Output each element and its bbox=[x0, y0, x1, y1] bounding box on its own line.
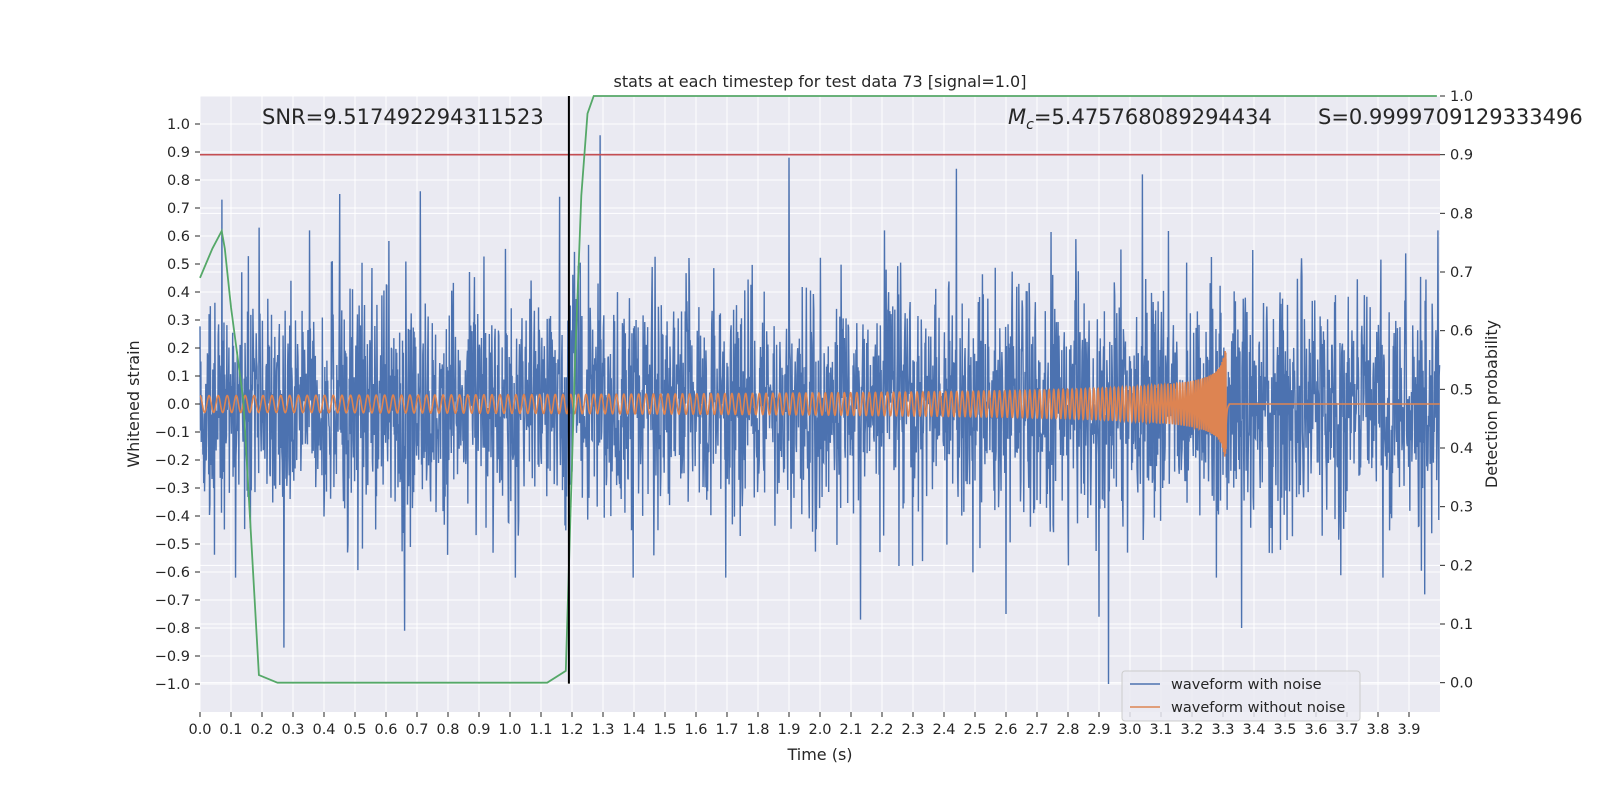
x-tick-label: 3.1 bbox=[1149, 722, 1172, 738]
x-tick-label: 2.4 bbox=[932, 722, 955, 738]
y-tick-label-left: 0.8 bbox=[167, 173, 190, 189]
y-tick-label-right: 0.3 bbox=[1450, 500, 1473, 516]
y-axis-label-right: Detection probability bbox=[1482, 320, 1501, 488]
x-tick-label: 2.3 bbox=[901, 722, 924, 738]
y-tick-label-left: −0.8 bbox=[155, 621, 190, 637]
x-tick-label: 2.1 bbox=[839, 722, 862, 738]
x-tick-label: 3.2 bbox=[1180, 722, 1203, 738]
chirp-mass-annotation: Mc=5.475768089294434 bbox=[1008, 105, 1272, 133]
y-tick-label-left: −0.4 bbox=[155, 509, 190, 525]
y-tick-label-left: 0.9 bbox=[167, 145, 190, 161]
snr-annotation: SNR=9.517492294311523 bbox=[262, 105, 544, 129]
chirp-mass-subscript: c bbox=[1026, 117, 1034, 133]
y-axis-left: 1.0 0.9 0.8 0.7 0.6 0.5 0.4 0.3 0.2 0.1 0.0 −0.1 −0.… bbox=[155, 117, 200, 693]
y-tick-label-right: 0.4 bbox=[1450, 441, 1473, 457]
x-tick-label: 0.8 bbox=[436, 722, 459, 738]
x-tick-label: 3.4 bbox=[1242, 722, 1265, 738]
x-tick-label: 0.3 bbox=[281, 722, 304, 738]
y-tick-label-left: 1.0 bbox=[167, 117, 190, 133]
series-detection-probability bbox=[199, 95, 1437, 684]
y-tick-label-left: 0.3 bbox=[167, 313, 190, 329]
series-layer bbox=[199, 95, 1441, 685]
x-tick-label: 3.6 bbox=[1304, 722, 1327, 738]
x-tick-label: 1.6 bbox=[684, 722, 707, 738]
chirp-mass-value: =5.475768089294434 bbox=[1034, 105, 1272, 129]
x-tick-label: 2.8 bbox=[1056, 722, 1079, 738]
y-tick-label-left: 0.6 bbox=[167, 229, 190, 245]
x-tick-label: 3.5 bbox=[1273, 722, 1296, 738]
x-tick-label: 2.5 bbox=[963, 722, 986, 738]
y-tick-label-left: 0.5 bbox=[167, 257, 190, 273]
x-tick-label: 3.3 bbox=[1211, 722, 1234, 738]
x-tick-label: 0.5 bbox=[343, 722, 366, 738]
y-tick-label-left: 0.1 bbox=[167, 369, 190, 385]
y-tick-label-left: 0.7 bbox=[167, 201, 190, 217]
x-tick-label: 1.1 bbox=[529, 722, 552, 738]
x-tick-label: 0.2 bbox=[250, 722, 273, 738]
series-waveform-with-noise bbox=[199, 135, 1441, 685]
x-tick-label: 0.7 bbox=[405, 722, 428, 738]
x-tick-label: 2.9 bbox=[1087, 722, 1110, 738]
y-tick-label-right: 0.2 bbox=[1450, 558, 1473, 574]
y-tick-label-right: 0.8 bbox=[1450, 206, 1473, 222]
y-tick-label-left: −1.0 bbox=[155, 677, 190, 693]
y-tick-label-left: −0.1 bbox=[155, 425, 190, 441]
y-axis-right: 1.0 0.9 0.8 0.7 0.6 0.5 0.4 0.3 0.2 0.1 0.0 bbox=[1440, 89, 1473, 692]
y-tick-label-left: 0.2 bbox=[167, 341, 190, 357]
x-tick-label: 0.0 bbox=[188, 722, 211, 738]
x-tick-label: 1.3 bbox=[591, 722, 614, 738]
x-tick-label: 2.7 bbox=[1025, 722, 1048, 738]
x-tick-label: 1.7 bbox=[715, 722, 738, 738]
score-annotation: S=0.9999709129333496 bbox=[1318, 105, 1583, 129]
y-axis-label-left: Whitened strain bbox=[124, 340, 143, 467]
y-tick-label-left: −0.9 bbox=[155, 649, 190, 665]
y-tick-label-left: −0.3 bbox=[155, 481, 190, 497]
x-tick-label: 0.1 bbox=[219, 722, 242, 738]
y-tick-label-right: 0.7 bbox=[1450, 265, 1473, 281]
x-tick-label: 3.0 bbox=[1118, 722, 1141, 738]
y-tick-label-left: 0.0 bbox=[167, 397, 190, 413]
x-tick-label: 1.0 bbox=[498, 722, 521, 738]
y-tick-label-left: −0.2 bbox=[155, 453, 190, 469]
x-tick-label: 1.5 bbox=[653, 722, 676, 738]
x-axis: 0.0 0.1 0.2 0.3 0.4 0.5 0.6 0.7 0.8 0.9 1.0 1.1 1.2 1… bbox=[188, 712, 1421, 738]
x-tick-label: 1.8 bbox=[746, 722, 769, 738]
x-tick-label: 0.4 bbox=[312, 722, 335, 738]
y-tick-label-right: 0.5 bbox=[1450, 382, 1473, 398]
x-axis-label: Time (s) bbox=[786, 745, 852, 764]
x-tick-label: 3.9 bbox=[1397, 722, 1420, 738]
x-tick-label: 2.6 bbox=[994, 722, 1017, 738]
series-waveform-without-noise bbox=[199, 350, 1440, 457]
y-tick-label-right: 0.0 bbox=[1450, 676, 1473, 692]
y-tick-label-right: 0.6 bbox=[1450, 324, 1473, 340]
y-tick-label-left: −0.5 bbox=[155, 537, 190, 553]
y-tick-label-left: −0.7 bbox=[155, 593, 190, 609]
y-tick-label-right: 1.0 bbox=[1450, 89, 1473, 105]
y-tick-label-right: 0.1 bbox=[1450, 617, 1473, 633]
x-tick-label: 2.2 bbox=[870, 722, 893, 738]
y-tick-label-right: 0.9 bbox=[1450, 148, 1473, 164]
legend-label-noise: waveform with noise bbox=[1171, 677, 1322, 693]
x-tick-label: 2.0 bbox=[808, 722, 831, 738]
x-tick-label: 1.9 bbox=[777, 722, 800, 738]
y-tick-label-left: 0.4 bbox=[167, 285, 190, 301]
x-tick-label: 0.9 bbox=[467, 722, 490, 738]
chart-title: stats at each timestep for test data 73 … bbox=[614, 72, 1027, 91]
x-tick-label: 1.2 bbox=[560, 722, 583, 738]
x-tick-label: 1.4 bbox=[622, 722, 645, 738]
x-tick-label: 3.8 bbox=[1366, 722, 1389, 738]
chirp-mass-symbol: M bbox=[1008, 105, 1026, 129]
legend-box bbox=[1121, 670, 1361, 722]
legend: waveform with noise waveform without noi… bbox=[1121, 670, 1361, 722]
x-tick-label: 0.6 bbox=[374, 722, 397, 738]
legend-label-clean: waveform without noise bbox=[1171, 700, 1345, 716]
y-tick-label-left: −0.6 bbox=[155, 565, 190, 581]
x-tick-label: 3.7 bbox=[1335, 722, 1358, 738]
